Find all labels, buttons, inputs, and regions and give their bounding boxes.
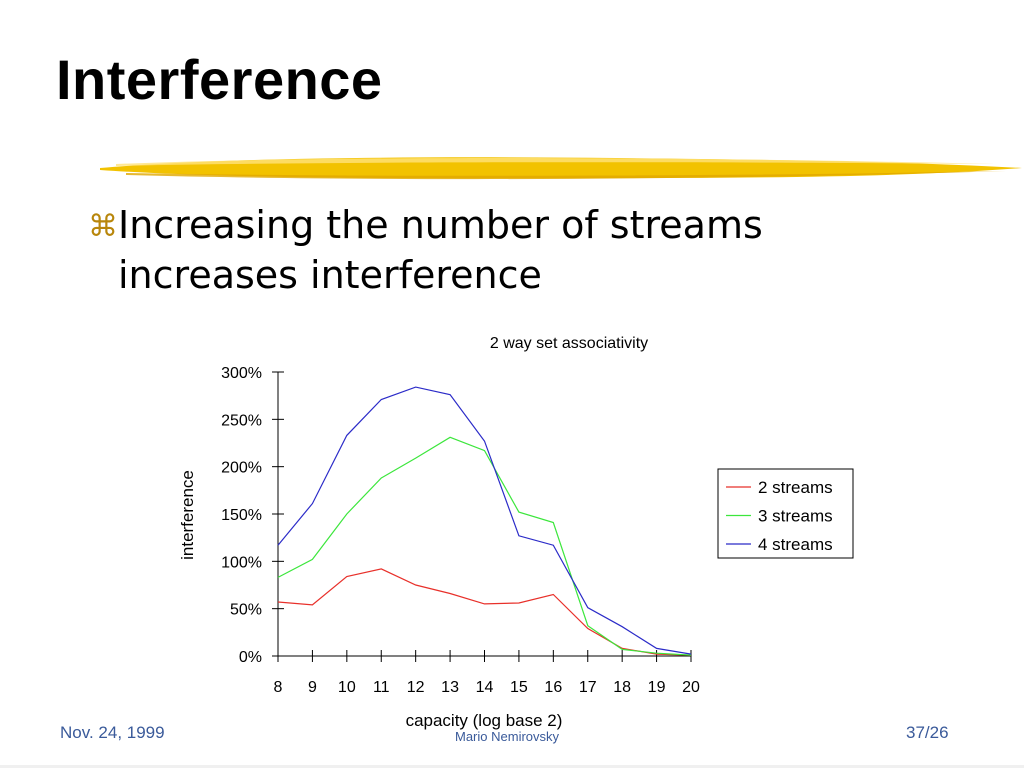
x-tick-label: 15: [510, 679, 528, 696]
slide-title: Interference: [56, 48, 383, 111]
bullet-text-line-2: increases interference: [118, 253, 542, 297]
footer-date: Nov. 24, 1999: [60, 723, 165, 742]
footer-page-number: 37/26: [906, 723, 949, 742]
x-tick-label: 13: [441, 679, 459, 696]
x-tick-label: 20: [682, 679, 700, 696]
y-tick-label: 50%: [230, 602, 262, 619]
y-tick-label: 150%: [221, 507, 262, 524]
legend-label: 3 streams: [758, 507, 833, 526]
x-tick-label: 9: [308, 679, 317, 696]
command-key-icon: ⌘: [88, 209, 118, 244]
series-line: [277, 386, 692, 655]
x-tick-label: 17: [579, 679, 597, 696]
legend-box: [717, 468, 854, 559]
footer-author: Mario Nemirovsky: [455, 729, 560, 744]
yellow-brush-stroke: [100, 157, 1022, 180]
y-tick-label: 300%: [221, 365, 262, 382]
bullet-text-line-1: Increasing the number of streams: [118, 203, 763, 247]
legend-label: 2 streams: [758, 478, 833, 497]
y-tick-label: 0%: [239, 649, 262, 666]
series-line: [277, 568, 692, 656]
y-tick-label: 250%: [221, 412, 262, 429]
x-tick-label: 11: [373, 679, 390, 696]
y-axis-label: interference: [178, 470, 197, 560]
x-tick-label: 18: [613, 679, 631, 696]
x-tick-label: 12: [407, 679, 425, 696]
x-tick-label: 8: [274, 679, 283, 696]
chart-title: 2 way set associativity: [490, 335, 648, 352]
y-tick-label: 200%: [221, 460, 262, 477]
x-tick-label: 19: [648, 679, 666, 696]
x-tick-label: 16: [544, 679, 562, 696]
y-tick-label: 100%: [221, 554, 262, 571]
x-axis-label: capacity (log base 2): [406, 711, 563, 730]
x-tick-label: 10: [338, 679, 356, 696]
legend-label: 4 streams: [758, 535, 833, 554]
bullet-point: ⌘ Increasing the number of streams incre…: [88, 200, 848, 300]
bottom-divider: [0, 765, 1024, 768]
x-tick-label: 14: [476, 679, 494, 696]
series-line: [277, 436, 692, 656]
